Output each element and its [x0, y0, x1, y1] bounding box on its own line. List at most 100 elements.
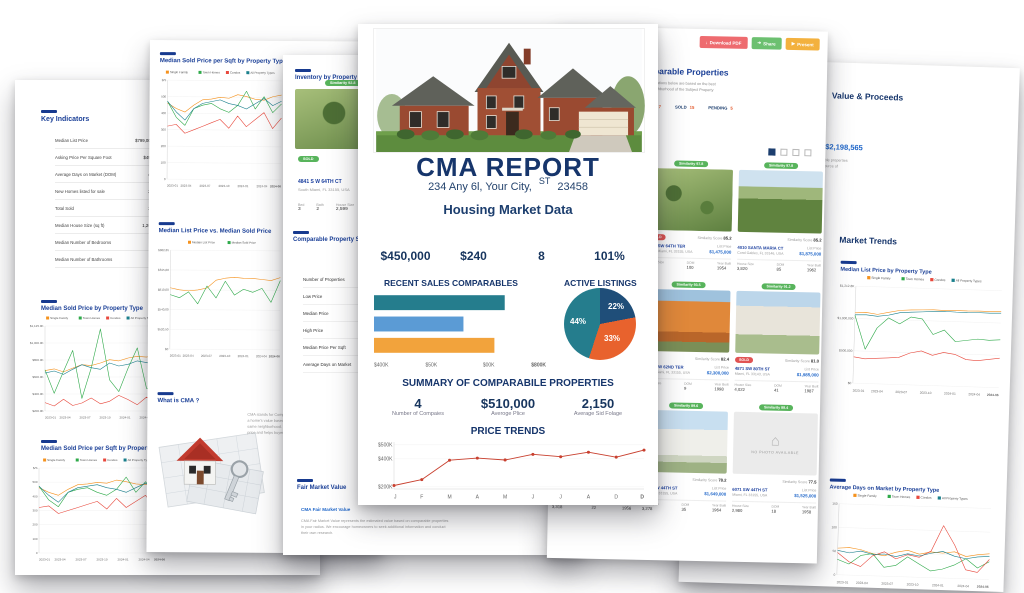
download-pdf-button[interactable]: ↓ Download PDF — [699, 35, 748, 49]
svg-text:2024-01: 2024-01 — [944, 391, 956, 395]
market-stat-card: Mediam Dave on Market 8 — [510, 224, 573, 268]
svg-text:2024-04: 2024-04 — [968, 392, 980, 396]
market-stat-cards: Median Sale Price $450,000 Modian Pmer Eer… — [374, 224, 641, 268]
comps-tab[interactable]: SOLD 15 — [674, 104, 695, 110]
svg-text:2023-01: 2023-01 — [837, 580, 849, 584]
list-price-value: $1,475,000 — [709, 249, 732, 255]
pagination-dot[interactable] — [804, 149, 812, 157]
svg-text:$800.0K: $800.0K — [32, 358, 43, 362]
chart-title-list-vs-sold: Median List Price vs. Median Sold Price — [159, 222, 272, 235]
svg-text:$500K: $500K — [378, 443, 393, 449]
stat-card-value: $450,000 — [380, 249, 431, 263]
svg-text:150: 150 — [832, 502, 838, 506]
summary-stat-value: $510,000 — [480, 396, 536, 411]
svg-text:Town Homes: Town Homes — [202, 70, 220, 74]
share-button[interactable]: ➔ Share — [751, 37, 782, 50]
svg-text:2024-06: 2024-06 — [987, 393, 999, 397]
share-icon: ➔ — [757, 40, 762, 46]
svg-text:Single Family: Single Family — [50, 316, 69, 320]
present-button[interactable]: ▶ Present — [785, 37, 820, 51]
svg-text:M: M — [447, 495, 451, 501]
pagination-dot[interactable] — [792, 148, 800, 157]
days-on-market-chart: Single Family Town Homes Condos All Propert… — [831, 494, 992, 589]
svg-text:2023-07: 2023-07 — [75, 558, 86, 562]
svg-text:All Property Types: All Property Types — [250, 71, 275, 75]
chart-title-sqft-2: Median Sold Price per Sqft by Property T… — [160, 52, 286, 65]
property-city: Miami, FL 33143, USA — [734, 371, 770, 377]
list-price-label: List Price — [714, 365, 729, 370]
svg-text:$815,00: $815,00 — [158, 268, 169, 272]
list-price-value: $2,300,000 — [706, 370, 729, 376]
svg-text:200: 200 — [161, 144, 166, 148]
svg-text:$400K: $400K — [374, 363, 389, 369]
svg-text:2023-04: 2023-04 — [59, 416, 70, 420]
comparable-property-card[interactable]: Similarity 88.4 ⌂ NO PHOTO AVAILABLE Sim… — [731, 404, 818, 515]
similarity-badge: Similarity 97.8 — [763, 162, 799, 170]
svg-text:0: 0 — [833, 573, 835, 577]
svg-text:2023-10: 2023-10 — [219, 354, 230, 358]
housing-market-heading: Housing Market Data — [443, 202, 573, 217]
property-city: Coral Gables, FL 33146, USA — [737, 250, 784, 256]
chart-title-sold-price: Median Sold Price by Property Type — [41, 300, 143, 313]
svg-text:100: 100 — [831, 525, 837, 529]
sold-badge: SOLD — [298, 156, 319, 162]
pie-label-44: 44% — [570, 317, 587, 326]
list-price-label: List Price — [716, 244, 732, 249]
pagination-dot[interactable] — [768, 148, 776, 156]
svg-text:2023-04: 2023-04 — [54, 558, 65, 562]
score-label: Similarity Score — [694, 356, 720, 362]
median-sold-price-chart: Single Family Town Homes Condos All Propert… — [30, 316, 166, 420]
key-indicator-row: New Homes listed for sale 27 — [55, 183, 153, 200]
svg-text:J: J — [394, 495, 397, 501]
inventory-address: 4841 S W 64TH CT — [298, 179, 342, 185]
similarity-badge: Similarity 97.8 — [673, 160, 709, 168]
inventory-title: Inventory by Property Type — [295, 69, 372, 82]
summary-stat: $510,000 Averoge Plice — [463, 396, 553, 417]
svg-text:$862,85: $862,85 — [158, 248, 169, 252]
property-photo — [645, 288, 731, 353]
property-photo — [737, 169, 824, 234]
svg-text:500: 500 — [161, 95, 166, 99]
median-list-price-chart: Single Family Town Homes Condos All Propert… — [837, 276, 1002, 397]
score-label: Similarity Score — [787, 237, 813, 243]
page-cma-cover: CMA REPORT 234 Any 6l, Your City, ST 23458… — [358, 24, 658, 505]
summary-stat: 4 Number of Compaies — [373, 396, 463, 417]
svg-text:D: D — [640, 495, 644, 501]
svg-text:2023-01: 2023-01 — [167, 184, 178, 188]
key-indicator-label: Median Number of Bedrooms — [55, 239, 112, 245]
svg-text:400: 400 — [161, 111, 166, 115]
comparable-property-card[interactable]: Similarity 91.2 SOLD Similarity Score 81… — [734, 283, 821, 394]
report-address: 234 Any 6l, Your City, ST 23458 — [428, 176, 588, 193]
stat-header: Bath — [316, 203, 324, 207]
inventory-stat: Bath 2 — [316, 203, 323, 212]
recent-sales-title: RECENT SALES COMPARABLES — [384, 278, 518, 288]
svg-text:300: 300 — [161, 128, 166, 132]
list-price-label: List Price — [804, 367, 819, 372]
svg-text:$500,000: $500,000 — [839, 348, 853, 352]
comps-tab[interactable]: PENDING 5 — [708, 105, 733, 111]
chart-title-dom: Average Days on Market by Property Type — [829, 478, 939, 493]
comparable-property-card[interactable]: Similarity 97.8 Similarity Score 85.2 40… — [736, 162, 824, 273]
key-indicator-label: Asking Price Per Square Foot — [55, 154, 112, 160]
comparable-property-card[interactable]: Similarity 97.8 SOLD Similarity Score 85… — [646, 160, 734, 271]
chart-title-list-price: Median List Price by Property Type — [840, 261, 932, 276]
pie-label-33: 33% — [604, 334, 621, 343]
page-market-charts: Median Sold Price per Sqft by Property T… — [146, 40, 385, 554]
comp-summary-title: Comparable Property Summary — [293, 231, 383, 244]
svg-text:F: F — [420, 495, 423, 501]
svg-text:$800K: $800K — [531, 363, 546, 369]
svg-text:$600.0K: $600.0K — [32, 375, 43, 379]
svg-text:$1,000,000: $1,000,000 — [837, 316, 853, 321]
svg-text:$200K: $200K — [378, 485, 393, 491]
house-placeholder-icon: ⌂ — [770, 432, 781, 450]
svg-text:A: A — [587, 495, 591, 501]
pagination-dot[interactable] — [780, 148, 788, 156]
chart-title-sqft: Median Sold Price per Sqft by Property T… — [41, 440, 167, 453]
svg-text:2024-06: 2024-06 — [270, 184, 281, 188]
svg-text:2023-01: 2023-01 — [45, 416, 56, 420]
svg-text:All Property Types: All Property Types — [956, 279, 982, 284]
value-proceeds-title: Value & Proceeds — [831, 90, 904, 103]
list-price-label: List Price — [711, 486, 727, 491]
list-price-value: $1,649,000 — [704, 491, 727, 497]
svg-text:Single Family: Single Family — [47, 458, 66, 462]
